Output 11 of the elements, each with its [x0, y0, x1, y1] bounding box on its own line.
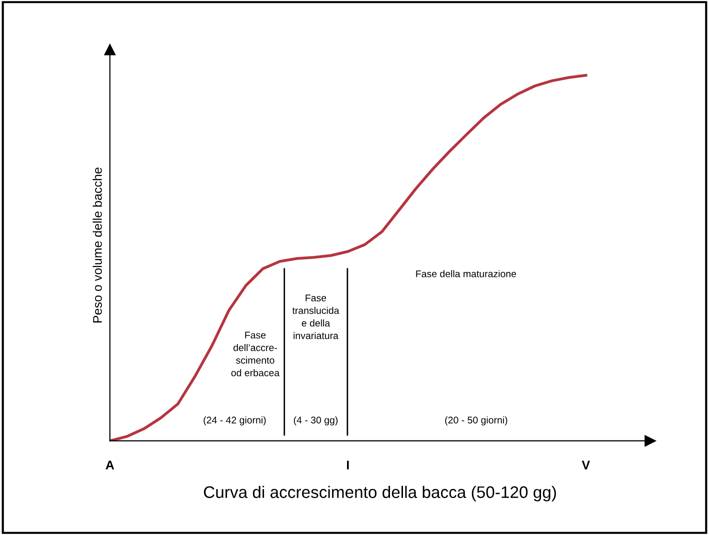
x-tick-label: A	[106, 460, 114, 470]
annotation: (4 - 30 gg)	[294, 416, 338, 426]
annotation: Fase translucida e della invariatura	[292, 294, 340, 340]
x-tick-label: I	[346, 460, 349, 470]
annotation: (24 - 42 giorni)	[204, 416, 266, 426]
y-axis-title: Peso o volume delle bacche	[92, 168, 102, 322]
x-axis-title: Curva di accrescimento della bacca (50-120 gg)	[204, 486, 556, 502]
x-tick-label: V	[582, 460, 590, 470]
annotation: Fase dell’accre- scimento od erbacea	[231, 332, 280, 376]
annotation: Fase della maturazione	[416, 270, 516, 278]
annotation: (20 - 50 giorni)	[445, 416, 508, 426]
